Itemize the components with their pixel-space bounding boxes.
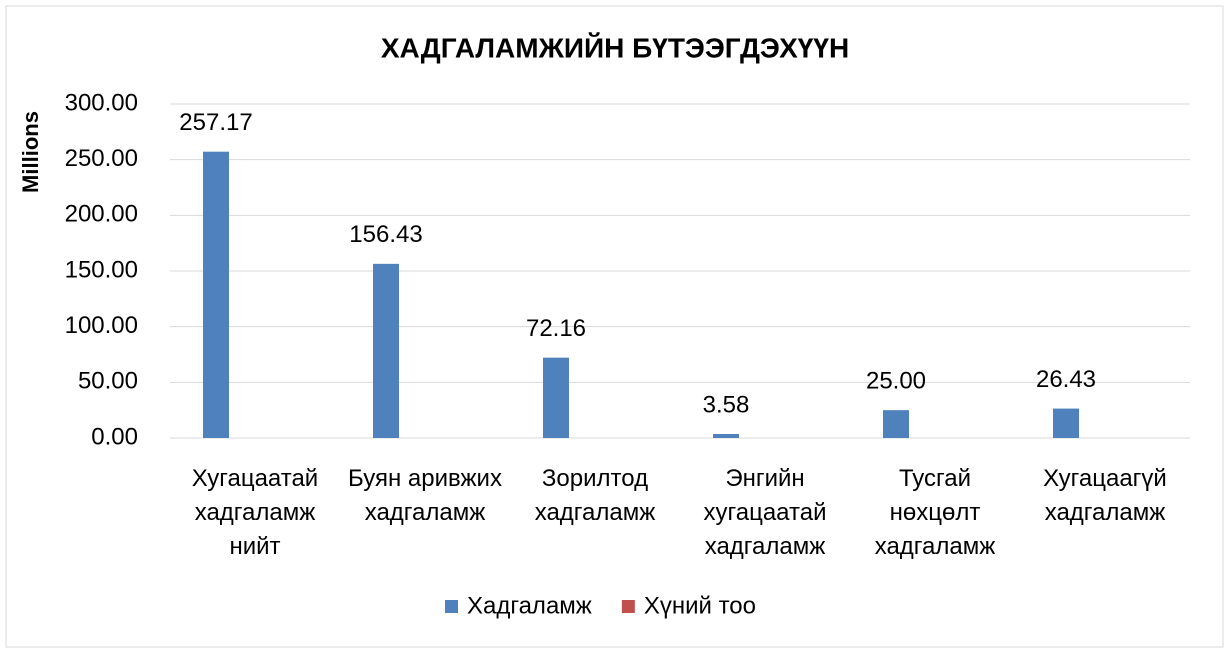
legend-label: Хүний тоо — [644, 592, 756, 619]
data-label: 257.17 — [179, 109, 252, 136]
x-tick-label: Хугацаатай хадгаламж нийт — [191, 465, 319, 560]
y-tick-label: 50.00 — [78, 368, 138, 395]
bar — [543, 357, 569, 438]
data-label: 26.43 — [1036, 366, 1096, 393]
y-tick-label: 0.00 — [91, 423, 138, 450]
y-tick-label: 200.00 — [65, 201, 138, 228]
y-tick-label: 100.00 — [65, 312, 138, 339]
bar — [373, 263, 399, 438]
y-tick-label: 250.00 — [65, 145, 138, 172]
data-label: 25.00 — [866, 368, 926, 395]
y-tick-label: 300.00 — [65, 89, 138, 116]
chart-title: ХАДГАЛАМЖИЙН БҮТЭЭГДЭХҮҮН — [381, 31, 849, 63]
x-tick-label: Тусгай нөхцөлт хадгаламж — [874, 465, 996, 560]
legend-label: Хадгаламж — [467, 592, 592, 619]
y-tick-label: 150.00 — [65, 256, 138, 283]
bar — [883, 410, 909, 438]
bar — [203, 151, 229, 438]
x-tick-label: Энгийн хугацаатай хадгаламж — [703, 465, 827, 560]
x-tick-label: Зорилтод хадгаламж — [534, 465, 656, 526]
x-tick-label: Буян аривжих хадгаламж — [348, 465, 502, 526]
data-label: 156.43 — [349, 221, 422, 248]
y-axis-title: Millions — [18, 111, 43, 193]
data-label: 3.58 — [703, 391, 750, 418]
bar — [713, 434, 739, 438]
legend-swatch — [445, 600, 458, 613]
legend-swatch — [621, 600, 635, 613]
x-tick-label: Хугацаагүй хадгаламж — [1043, 465, 1167, 526]
bar — [1053, 408, 1079, 438]
data-label: 72.16 — [526, 315, 586, 342]
